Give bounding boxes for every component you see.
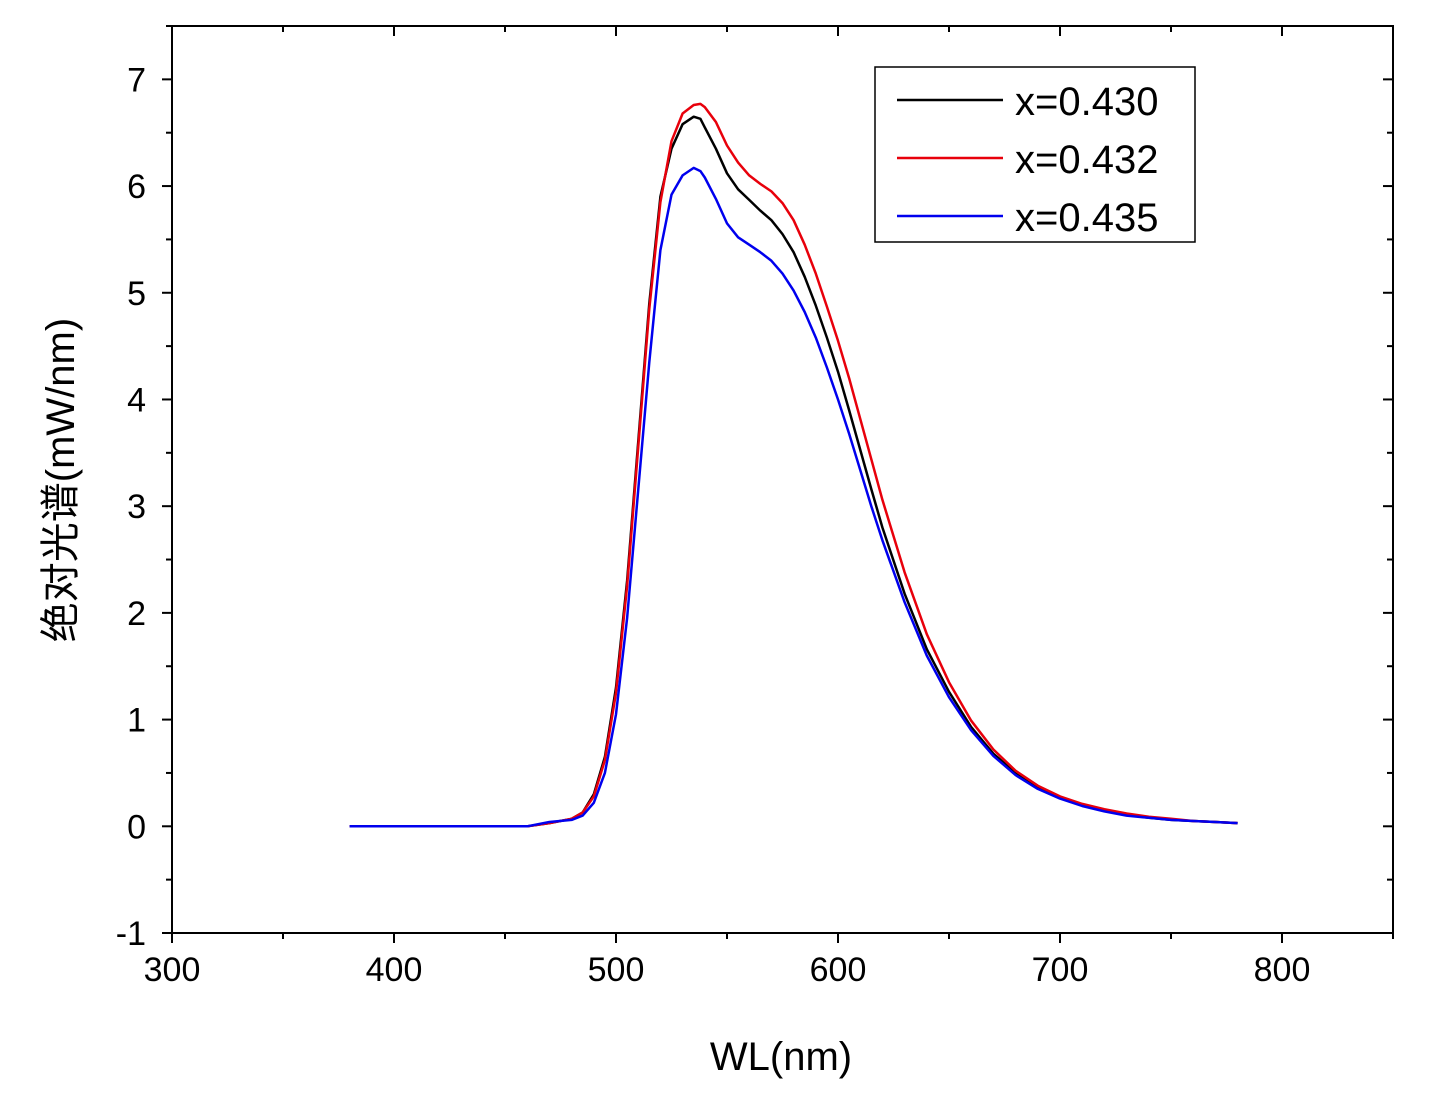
y-tick-label: 0 [127, 808, 146, 846]
legend-label: x=0.432 [1015, 138, 1158, 182]
y-tick-label: -1 [116, 915, 146, 953]
plot-frame [171, 25, 1394, 934]
x-tick-label: 800 [1254, 951, 1311, 989]
y-tick-label: 6 [127, 168, 146, 206]
x-tick-label: 400 [366, 951, 423, 989]
legend-label: x=0.430 [1015, 80, 1158, 124]
y-tick-label: 7 [127, 61, 146, 99]
x-tick-label: 300 [144, 951, 201, 989]
series-layer [349, 102, 1238, 828]
x-tick-label: 700 [1032, 951, 1089, 989]
axes-layer: 300 400 500 600 700 800 -1 0 1 2 3 4 5 6 7 [116, 25, 1394, 989]
legend: x=0.430 x=0.432 x=0.435 [874, 66, 1196, 243]
series-line [349, 102, 1238, 828]
y-tick-label: 1 [127, 702, 146, 740]
y-tick-label: 4 [127, 381, 146, 419]
series-line [349, 166, 1238, 828]
y-tick-label: 2 [127, 595, 146, 633]
y-axis-title: 绝对光谱(mW/nm) [39, 318, 83, 642]
legend-label: x=0.435 [1015, 196, 1158, 240]
x-tick-label: 500 [588, 951, 645, 989]
y-tick-label: 5 [127, 275, 146, 313]
x-axis-title: WL(nm) [710, 1035, 852, 1079]
x-tick-label: 600 [810, 951, 867, 989]
y-tick-label: 3 [127, 488, 146, 526]
legend-box [874, 66, 1196, 243]
